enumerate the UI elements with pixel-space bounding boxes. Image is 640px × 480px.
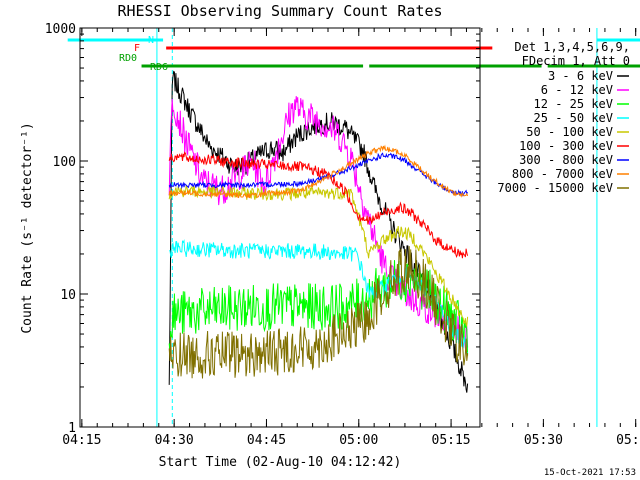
legend-entry-label: 12 - 25 keV [534, 97, 613, 111]
x-tick-label: 04:45 [247, 433, 286, 448]
legend-entry-label: 7000 - 15000 keV [497, 181, 613, 195]
legend-entry-label: 3 - 6 keV [548, 69, 613, 83]
x-tick-label: 04:30 [155, 433, 194, 448]
series-line [168, 96, 469, 349]
y-tick-label: 100 [53, 155, 76, 170]
legend-title-line: Det 1,3,4,5,6,9, [514, 40, 630, 54]
legend-entry-label: 6 - 12 keV [541, 83, 613, 97]
series-line [168, 152, 469, 197]
legend-entry-label: 100 - 300 keV [519, 139, 613, 153]
status-label-n: N [148, 35, 154, 46]
y-tick-label: 10 [60, 288, 76, 303]
chart-title: RHESSI Observing Summary Count Rates [117, 2, 442, 20]
series-line [168, 144, 469, 199]
legend: Det 1,3,4,5,6,9,FDecim 1, Att 03 - 6 keV… [497, 40, 630, 195]
x-tick-label: 05:15 [432, 433, 471, 448]
y-axis-label: Count Rate (s⁻¹ detector⁻¹) [20, 122, 35, 333]
y-tick-label: 1000 [45, 22, 76, 37]
x-tick-label: 04:15 [62, 433, 101, 448]
legend-entry-label: 25 - 50 keV [534, 111, 613, 125]
timestamp: 15-Oct-2021 17:53 [544, 468, 636, 478]
series-line [168, 246, 469, 379]
series-line [168, 260, 469, 356]
legend-title-line: FDecim 1, Att 0 [522, 54, 630, 68]
series-line [169, 239, 468, 354]
y-tick-label: 1 [68, 421, 76, 436]
status-label-rd0: RD0 [119, 53, 137, 64]
legend-entry-label: 300 - 800 keV [519, 153, 613, 167]
x-tick-label: 05:00 [339, 433, 378, 448]
series-line [168, 151, 469, 259]
status-label-rd6: RD6 [150, 62, 168, 73]
legend-entry-label: 800 - 7000 keV [512, 167, 613, 181]
x-axis-label: Start Time (02-Aug-10 04:12:42) [159, 455, 402, 470]
legend-entry-label: 50 - 100 keV [526, 125, 613, 139]
axes-layer: 04:15 04:30 04:45 05:00 05:15 05:30 05:45 1 10 10… [45, 22, 640, 448]
status-label-f: F [134, 43, 140, 54]
x-tick-label: 05:45 [616, 433, 640, 448]
plot-frame [79, 27, 481, 428]
x-tick-label: 05:30 [524, 433, 563, 448]
